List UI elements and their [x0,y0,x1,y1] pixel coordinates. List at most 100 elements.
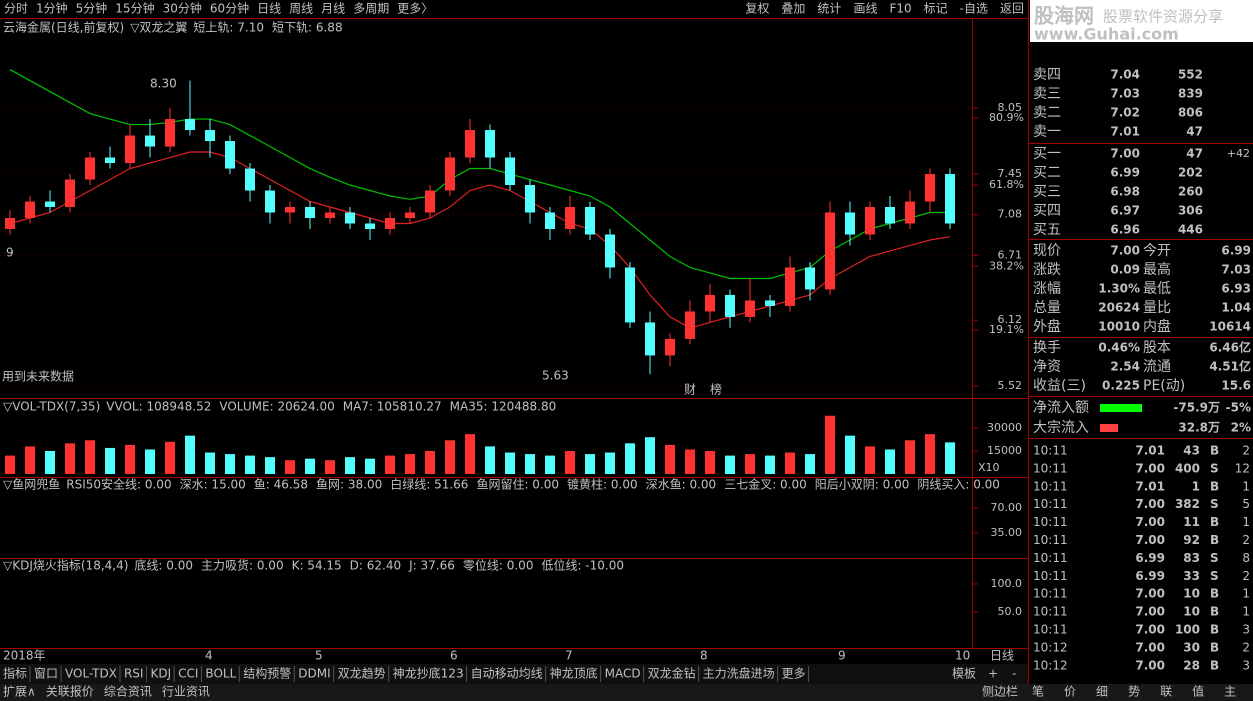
tab-tool[interactable]: - [1012,667,1016,681]
tool-button[interactable]: 叠加 [781,2,805,16]
volume-bar [225,454,235,474]
quote-value: 6.99 [1221,244,1251,258]
date-label: 7 [565,649,573,663]
status-tab[interactable]: 综合资讯 [104,684,152,699]
tool-button[interactable]: 返回 [1000,2,1024,16]
indicator-tab[interactable]: 窗口 [34,667,58,681]
y-tick-label: 5.52 [998,379,1023,392]
side-tab[interactable]: 势 [1128,685,1140,699]
volume-bar [805,454,815,474]
indicator-tab[interactable]: KDJ [150,667,171,681]
book-label: 买二 [1033,165,1061,181]
indicator-tab[interactable]: 自动移动均线 [471,667,543,681]
book-volume: 202 [1178,166,1203,180]
indicator-tab[interactable]: 神龙抄底123 [393,666,464,681]
logo-slogan: 股票软件资源分享 [1103,8,1223,26]
quote-label: 涨幅 [1033,281,1061,297]
header-item: MA7: 105810.27 [343,400,442,414]
tab-tool[interactable]: 模板 [952,667,976,681]
header-item: J: 37.66 [408,559,455,573]
period-button[interactable]: 30分钟 [163,1,202,16]
period-button[interactable]: 60分钟 [210,1,249,16]
indicator-tab[interactable]: 神龙顶底 [550,666,598,681]
trade-side: B [1210,444,1219,458]
indicator-tab[interactable]: 指标 [3,666,27,681]
tool-button[interactable]: 画线 [853,2,877,16]
indicator-tab[interactable]: RSI [124,667,144,681]
volume-bar [25,446,35,474]
volume-bar [65,443,75,474]
volume-bar [585,454,595,474]
candle-body [205,130,215,142]
indicator-tab[interactable]: VOL-TDX [65,667,117,681]
side-tab[interactable]: 细 [1096,685,1108,699]
side-tab[interactable]: 侧边栏 [982,684,1018,699]
indicator-tab[interactable]: DDMI [298,667,330,681]
tab-tool[interactable]: + [988,667,998,681]
volume-bar [345,457,355,474]
indicator-tab[interactable]: 结构预警 [243,666,291,681]
period-button[interactable]: 1分钟 [36,1,68,16]
volume-bar [545,455,555,474]
trade-volume: 10 [1183,587,1200,601]
y-tick-label: 30000 [987,421,1022,434]
status-tab[interactable]: 关联报价 [46,684,94,699]
indicator-tab[interactable]: 双龙金钻 [648,666,696,681]
period-button[interactable]: 多周期 [353,2,389,16]
quote-label: 流通 [1143,359,1171,375]
side-tab[interactable]: 值 [1192,684,1204,699]
period-button[interactable]: 15分钟 [115,1,154,16]
quote-label: 净资 [1033,359,1061,375]
period-button[interactable]: 月线 [321,2,345,16]
volume-bar [105,447,115,474]
candle-body [905,201,915,224]
period-button[interactable]: 分时 [4,2,28,16]
candle-body [85,157,95,180]
indicator-tab[interactable]: BOLL [205,667,236,681]
quote-label: 总量 [1033,300,1061,316]
tool-button[interactable]: 统计 [817,2,841,16]
trade-volume: 400 [1175,461,1200,475]
side-tab[interactable]: 笔 [1032,684,1044,699]
book-volume: 306 [1178,204,1203,218]
status-tab[interactable]: 扩展∧ [3,685,36,699]
status-tab[interactable]: 行业资讯 [162,685,210,699]
trade-side: S [1210,497,1219,511]
y-tick-label: 8.05 [998,101,1023,114]
candle-body [325,212,335,218]
side-tab[interactable]: 价 [1064,685,1076,699]
indicator-tab[interactable]: 双龙趋势 [338,667,386,681]
indicator-tab[interactable]: 更多 [782,667,806,681]
trade-volume: 382 [1175,497,1200,511]
trade-volume: 83 [1183,551,1200,565]
tool-button[interactable]: 复权 [745,2,769,16]
period-button[interactable]: 5分钟 [76,1,108,16]
book-price: 7.00 [1110,147,1140,161]
side-tab[interactable]: 主 [1224,685,1236,699]
trade-price: 7.00 [1135,605,1165,619]
y-tick-label: 6.12 [998,313,1023,326]
indicator-tab[interactable]: MACD [605,667,641,681]
period-button[interactable]: 更多〉 [397,2,433,16]
tool-button[interactable]: F10 [889,2,911,16]
side-tab[interactable]: 联 [1160,685,1172,699]
book-price: 6.97 [1110,204,1140,218]
volume-bar [485,446,495,474]
trade-time: 10:11 [1033,587,1068,601]
fib-label: 80.9% [989,111,1024,124]
indicator-tab[interactable]: CCI [178,667,198,681]
period-button[interactable]: 周线 [289,2,313,16]
fib-label: 61.8% [989,178,1024,191]
trade-count: 3 [1242,658,1250,672]
header-item: MA35: 120488.80 [450,400,557,414]
candle-body [885,207,895,224]
trade-price: 7.00 [1135,515,1165,529]
period-button[interactable]: 日线 [257,2,281,16]
indicator-tab[interactable]: 主力洗盘进场 [703,666,775,681]
y-tick-label: 100.0 [991,577,1023,590]
annotation: 财 [684,383,696,397]
tool-button[interactable]: -自选 [960,2,988,16]
tool-button[interactable]: 标记 [924,2,948,16]
book-price: 6.96 [1110,223,1140,237]
